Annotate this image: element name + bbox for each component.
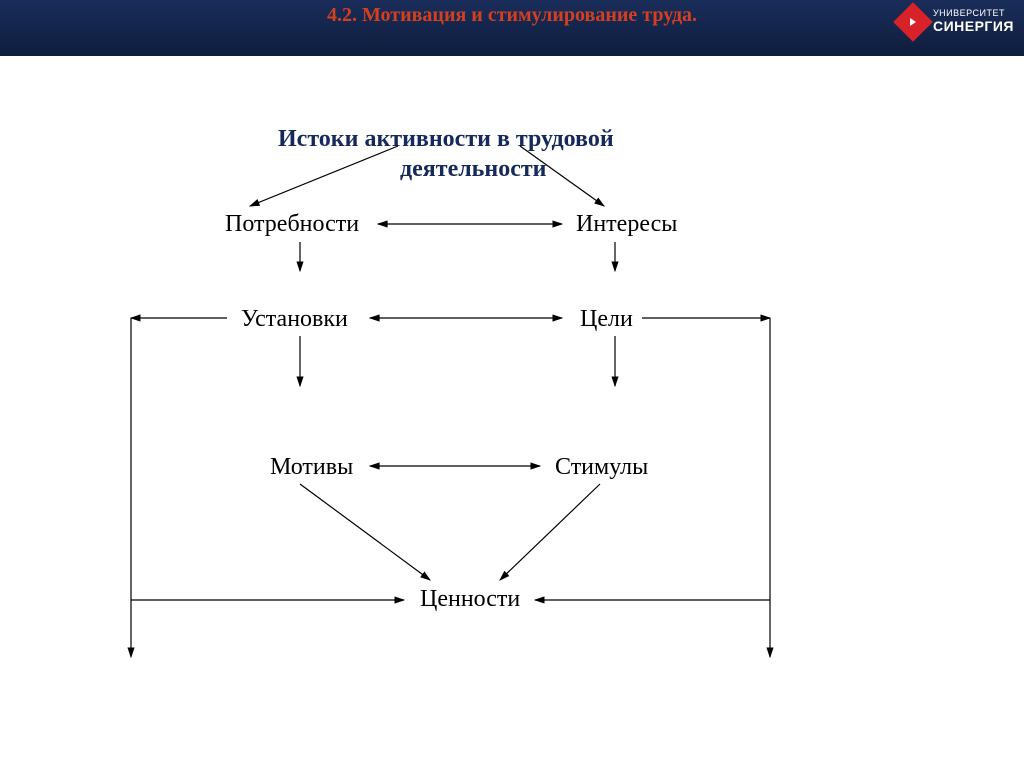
node-cennosti: Ценности bbox=[420, 586, 520, 613]
slide-section-title: 4.2. Мотивация и стимулирование труда. bbox=[327, 4, 697, 27]
logo-text: УНИВЕРСИТЕТ СИНЕРГИЯ bbox=[933, 9, 1014, 34]
logo-arrow-icon bbox=[910, 18, 916, 26]
header-bar: 4.2. Мотивация и стимулирование труда. У… bbox=[0, 0, 1024, 56]
logo-diamond-icon bbox=[893, 2, 933, 42]
node-interesy: Интересы bbox=[576, 211, 677, 238]
node-celi: Цели bbox=[580, 306, 633, 333]
node-ustanovki: Установки bbox=[241, 306, 348, 333]
diagram-area: Истоки активности в трудовой деятельност… bbox=[0, 56, 1024, 768]
logo-synergy-label: СИНЕРГИЯ bbox=[933, 19, 1014, 34]
node-potrebnosti: Потребности bbox=[225, 211, 359, 238]
node-stimuly: Стимулы bbox=[555, 454, 648, 481]
node-motivy: Мотивы bbox=[270, 454, 353, 481]
diagram-subtitle-line1: Истоки активности в трудовой bbox=[278, 126, 614, 153]
university-logo: УНИВЕРСИТЕТ СИНЕРГИЯ bbox=[899, 8, 1014, 36]
diagram-subtitle-line2: деятельности bbox=[400, 156, 546, 183]
